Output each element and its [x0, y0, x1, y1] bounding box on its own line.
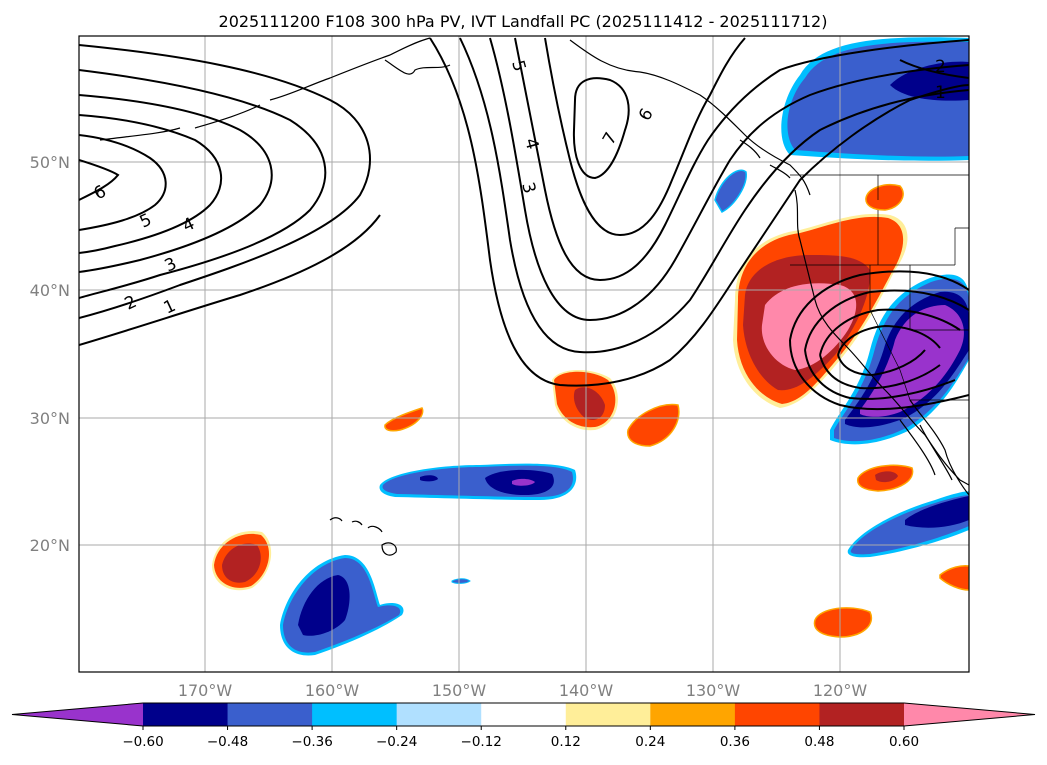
- colorbar-tick-label: 0.36: [720, 734, 750, 750]
- colorbar-tick-label: −0.24: [376, 734, 417, 750]
- colorbar-segment: [312, 703, 398, 726]
- lon-label: 160°W: [305, 681, 360, 700]
- colorbar-segment: [227, 703, 313, 726]
- lon-label: 120°W: [813, 681, 868, 700]
- positive-anomaly-region: [875, 471, 898, 483]
- colorbar-segment: [650, 703, 736, 726]
- lon-label: 130°W: [686, 681, 741, 700]
- pv-contours: [79, 37, 969, 411]
- longitude-labels: 170°W 160°W 150°W 140°W 130°W 120°W: [178, 681, 868, 700]
- colorbar-extend-high: [904, 703, 1035, 726]
- lon-label: 170°W: [178, 681, 233, 700]
- positive-anomaly-region: [573, 387, 605, 420]
- colorbar-segment: [481, 703, 567, 726]
- negative-anomaly-region: [512, 478, 535, 486]
- colorbar-segment: [819, 703, 905, 726]
- contour-label: 2: [935, 57, 946, 77]
- map-panel: 6 5 4 3 2 1 5 4 3 7 6 2 1: [78, 35, 970, 673]
- colorbar-segment: [396, 703, 482, 726]
- lat-label: 30°N: [30, 409, 70, 428]
- colorbar-segment: [734, 703, 820, 726]
- lat-label: 50°N: [30, 153, 70, 172]
- negative-anomaly-region: [714, 169, 747, 214]
- negative-anomaly-region: [420, 475, 438, 482]
- positive-anomaly-region: [222, 543, 261, 583]
- colorbar-tick-label: 0.12: [551, 734, 581, 750]
- contour-label: 5: [507, 58, 529, 74]
- contour-label: 3: [517, 180, 539, 196]
- positive-anomaly-region: [627, 403, 680, 447]
- negative-anomaly-region: [890, 61, 969, 101]
- colorbar: −0.60 −0.48 −0.36 −0.24 −0.12 0.12 0.24 0.36 0.4…: [11, 702, 1036, 750]
- colorbar-segment: [143, 703, 229, 726]
- colorbar-tick-label: −0.12: [461, 734, 502, 750]
- positive-anomaly-region: [384, 407, 424, 432]
- lat-label: 20°N: [30, 536, 70, 555]
- colorbar-tick-label: 0.60: [889, 734, 919, 750]
- lon-label: 150°W: [432, 681, 487, 700]
- lon-label: 140°W: [559, 681, 614, 700]
- coastlines: [99, 37, 969, 556]
- colorbar-tick-label: −0.48: [207, 734, 248, 750]
- map-title: 2025111200 F108 300 hPa PV, IVT Landfall…: [219, 12, 828, 31]
- positive-anomaly-region: [939, 565, 969, 591]
- colorbar-tick-label: 0.24: [635, 734, 665, 750]
- colorbar-extend-low: [12, 703, 143, 726]
- colorbar-tick-label: 0.48: [804, 734, 834, 750]
- positive-anomaly-region: [813, 607, 873, 638]
- latitude-labels: 50°N 40°N 30°N 20°N: [30, 153, 70, 555]
- colorbar-tick-label: −0.60: [122, 734, 163, 750]
- map-frame: [78, 35, 970, 673]
- negative-anomaly-region: [905, 496, 969, 528]
- contour-label: 4: [520, 136, 542, 152]
- negative-anomaly-region: [298, 575, 350, 636]
- positive-anomaly-region: [761, 283, 857, 370]
- shaded-anomalies: [212, 37, 969, 656]
- colorbar-tick-label: −0.36: [291, 734, 332, 750]
- negative-anomaly-region: [451, 578, 471, 584]
- contour-label: 1: [935, 83, 946, 103]
- lat-label: 40°N: [30, 281, 70, 300]
- colorbar-segment: [565, 703, 651, 726]
